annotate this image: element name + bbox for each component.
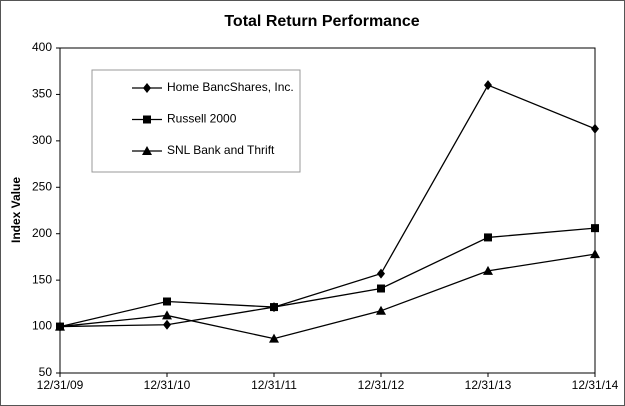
marker [269, 333, 279, 343]
marker [483, 265, 493, 275]
y-tick-label: 150 [32, 272, 52, 286]
marker [484, 233, 492, 242]
marker [591, 123, 599, 134]
y-tick-label: 50 [39, 365, 53, 379]
y-tick-label: 350 [32, 87, 52, 101]
legend-marker [143, 115, 151, 124]
chart-title: Total Return Performance [224, 13, 419, 30]
x-tick-label: 12/31/12 [358, 378, 405, 392]
marker [377, 284, 385, 293]
x-tick-label: 12/31/14 [572, 378, 619, 392]
y-tick-label: 300 [32, 133, 52, 147]
marker [376, 305, 386, 315]
marker [377, 268, 385, 279]
x-tick-label: 12/31/11 [251, 378, 297, 392]
legend-marker [143, 83, 151, 93]
y-tick-label: 250 [32, 179, 52, 193]
legend-label: Home BancShares, Inc. [167, 80, 294, 94]
x-tick-label: 12/31/13 [465, 378, 512, 392]
marker [162, 310, 172, 320]
series-line [59, 253, 596, 340]
plot-area [59, 47, 596, 374]
y-axis-title: Index Value [9, 177, 23, 243]
marker [591, 224, 599, 233]
y-tick-label: 400 [32, 40, 52, 54]
legend-box [91, 69, 301, 173]
marker [163, 297, 171, 306]
legend-marker [142, 146, 152, 155]
marker [484, 80, 492, 91]
marker [590, 249, 600, 259]
y-tick-label: 100 [32, 319, 52, 333]
series-line [59, 227, 596, 328]
legend-label: SNL Bank and Thrift [167, 143, 275, 157]
legend-label: Russell 2000 [167, 112, 237, 126]
x-tick-label: 12/31/10 [144, 378, 191, 392]
marker [163, 319, 171, 330]
marker [55, 321, 65, 331]
x-tick-label: 12/31/09 [37, 378, 84, 392]
marker [270, 303, 278, 312]
y-tick-label: 200 [32, 226, 52, 240]
series-line [59, 84, 596, 328]
